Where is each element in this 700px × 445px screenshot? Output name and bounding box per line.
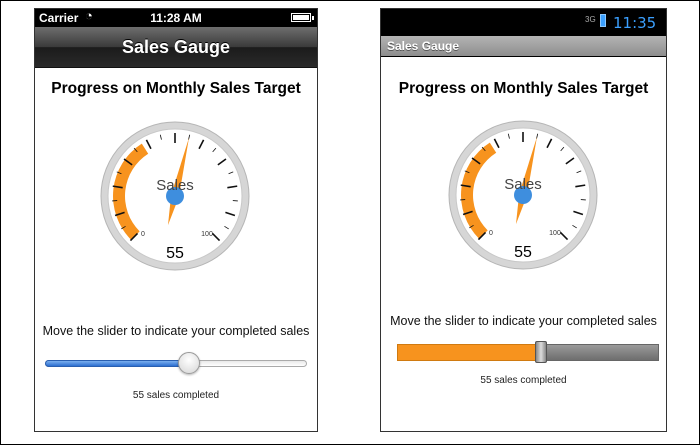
page-heading: Progress on Monthly Sales Target	[51, 80, 301, 97]
gauge-label: Sales	[504, 176, 542, 193]
battery-tip	[312, 16, 314, 20]
gauge-min-label: 0	[489, 230, 493, 237]
app-title: Sales Gauge	[387, 39, 460, 53]
gauge-hub	[514, 186, 532, 204]
gauge-tick	[575, 184, 586, 188]
network-indicator: 3G	[585, 15, 596, 24]
sales-gauge: Sales 0 100 55	[448, 120, 598, 270]
gauge-tick	[576, 170, 582, 174]
battery-icon	[291, 13, 311, 22]
gauge-tick	[123, 158, 133, 166]
gauge-tick	[573, 210, 584, 216]
ios-status-bar: Carrier ◔ 11:28 AM	[35, 8, 317, 27]
gauge-tick	[560, 146, 565, 152]
gauge-tick	[227, 185, 238, 189]
gauge-min-label: 0	[141, 231, 145, 238]
app-title-bar: Sales Gauge	[381, 36, 666, 56]
nav-title: Sales Gauge	[121, 37, 231, 57]
gauge-tick	[116, 171, 122, 175]
gauge-range-band	[113, 143, 149, 240]
gauge-max-label: 100	[201, 231, 213, 238]
slider-thumb[interactable]	[535, 341, 548, 363]
gauge-tick	[159, 134, 162, 140]
status-time: 11:28 AM	[150, 11, 202, 25]
gauge-tick	[471, 157, 481, 165]
gauge-tick	[559, 231, 569, 241]
gauge-tick	[572, 224, 577, 229]
gauge-tick	[228, 171, 234, 175]
sales-gauge: Sales 0 100 55	[100, 121, 250, 271]
gauge-tick	[469, 224, 474, 229]
gauge-tick	[565, 157, 575, 165]
gauge-label: Sales	[156, 177, 194, 194]
slider-instruction: Move the slider to indicate your complet…	[390, 314, 657, 328]
ios-content: Progress on Monthly Sales Target Sales 0…	[35, 68, 317, 431]
gauge-tick	[224, 225, 229, 230]
page-heading: Progress on Monthly Sales Target	[398, 80, 649, 97]
sales-status-text: 55 sales completed	[480, 375, 567, 386]
gauge-tick	[462, 210, 473, 216]
gauge-max-label: 100	[549, 230, 561, 237]
battery-icon	[600, 14, 606, 27]
gauge-tick	[129, 232, 139, 242]
slider-fill	[45, 360, 190, 367]
gauge-tick	[211, 232, 221, 242]
gauge-tick	[121, 225, 126, 230]
gauge-range-band	[461, 142, 497, 239]
ios-phone-screen: Carrier ◔ 11:28 AM Sales Gauge Progress …	[34, 8, 318, 432]
gauge-tick	[546, 138, 553, 149]
gauge-tick	[145, 139, 152, 150]
gauge-hub	[166, 187, 184, 205]
navigation-bar: Sales Gauge	[35, 27, 317, 68]
slider-thumb[interactable]	[178, 352, 201, 374]
slider-instruction: Move the slider to indicate your complet…	[42, 324, 310, 338]
gauge-tick	[114, 211, 125, 217]
android-phone-screen: 3G 11:35 Sales Gauge Progress on Monthly…	[380, 8, 667, 432]
sales-slider[interactable]	[397, 341, 659, 363]
gauge-tick	[212, 147, 217, 153]
carrier-label: Carrier	[39, 11, 79, 25]
gauge-tick	[481, 146, 486, 152]
wifi-icon: ◔	[85, 8, 93, 23]
gauge-tick	[464, 170, 470, 174]
gauge-tick	[225, 211, 236, 217]
gauge-tick	[217, 158, 227, 166]
android-content: Progress on Monthly Sales Target Sales 0…	[381, 57, 666, 431]
gauge-tick	[507, 133, 510, 139]
gauge-value-text: 55	[514, 244, 532, 261]
android-status-bar: 3G 11:35	[381, 9, 666, 35]
slider-fill	[397, 344, 542, 361]
sales-status-text: 55 sales completed	[132, 390, 220, 401]
gauge-tick	[460, 184, 471, 188]
gauge-tick	[477, 231, 487, 241]
gauge-tick	[133, 147, 138, 153]
gauge-tick	[198, 139, 205, 150]
status-time: 11:35	[613, 14, 657, 32]
gauge-tick	[112, 185, 123, 189]
gauge-value-text: 55	[166, 245, 184, 262]
sales-slider[interactable]	[45, 351, 307, 375]
gauge-tick	[493, 138, 500, 149]
